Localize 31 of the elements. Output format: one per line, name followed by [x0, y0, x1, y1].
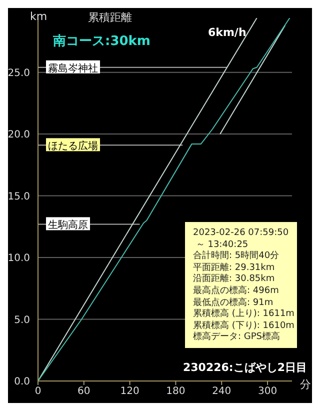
y-tick-label: 20.0: [8, 130, 30, 141]
annotation: 最高点の標高: 496m: [193, 286, 280, 298]
annotation: 累積標高 (上り): 1611m: [193, 309, 294, 320]
annotation: 沿面距離: 30.85km: [193, 274, 276, 286]
x-tick-label: 180: [166, 386, 186, 398]
x-tick-label: 60: [78, 386, 90, 398]
y-tick-label: 10.0: [8, 253, 30, 264]
x-tick-label: 120: [120, 386, 140, 398]
y-tick-label: 0.0: [14, 376, 30, 388]
annotation: 累積標高 (下り): 1610m: [193, 320, 294, 332]
chart-title: 累積距離: [88, 10, 132, 25]
text: 南コース:30km: [53, 33, 150, 50]
y-axis-title: km: [30, 10, 48, 23]
y-tick-label: 15.0: [8, 191, 30, 202]
annotation: ほたる広場: [48, 140, 98, 152]
x-axis-title: 分: [300, 377, 311, 392]
annotation: 標高データ: GPS標高: [193, 332, 282, 344]
annotation: ～ 13:40:25: [194, 240, 250, 250]
annotation: 生駒高原: [48, 219, 88, 232]
x-tick-label: 300: [258, 386, 278, 398]
annotation: 6km/h: [208, 26, 246, 39]
annotation: 2023-02-26 07:59:50: [193, 228, 290, 240]
y-tick-label: 25.0: [8, 68, 30, 79]
x-tick-label: 0: [34, 386, 42, 398]
annotation: 霧島岑神社: [48, 62, 98, 74]
annotation: 合計時間: 5時間40分: [193, 251, 280, 262]
annotation: 最低点の標高: 91m: [193, 298, 274, 308]
annotation: 230226:こばやし2日目: [183, 360, 307, 375]
annotation: 平面距離: 29.31km: [193, 262, 276, 274]
y-tick-label: 5.0: [14, 314, 30, 326]
x-tick-label: 240: [212, 386, 232, 398]
